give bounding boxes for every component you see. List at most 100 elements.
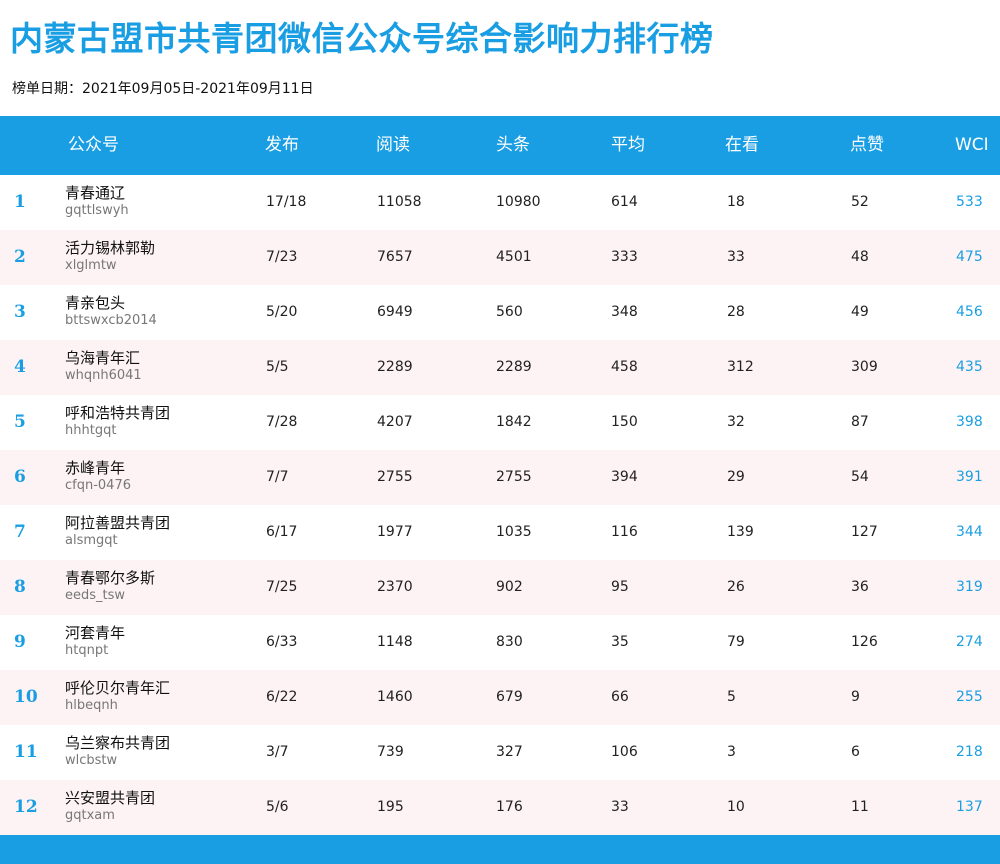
headline-cell: 1842 <box>496 414 532 430</box>
watching-cell: 312 <box>727 359 754 375</box>
likes-cell: 9 <box>851 689 860 705</box>
watching-cell: 33 <box>727 249 745 265</box>
likes-cell: 49 <box>851 304 869 320</box>
wci-cell: 255 <box>956 689 983 705</box>
watching-cell: 139 <box>727 524 754 540</box>
likes-cell: 48 <box>851 249 869 265</box>
watching-cell: 79 <box>727 634 745 650</box>
wci-cell: 435 <box>956 359 983 375</box>
watching-cell: 32 <box>727 414 745 430</box>
rank-number: 10 <box>14 687 38 707</box>
read-cell: 6949 <box>377 304 413 320</box>
watching-cell: 5 <box>727 689 736 705</box>
account-name: 呼伦贝尔青年汇 <box>65 679 171 697</box>
watching-cell: 10 <box>727 799 745 815</box>
average-cell: 394 <box>611 469 638 485</box>
wci-cell: 137 <box>956 799 983 815</box>
read-cell: 4207 <box>377 414 413 430</box>
page-title: 内蒙古盟市共青团微信公众号综合影响力排行榜 <box>10 19 714 58</box>
watching-cell: 28 <box>727 304 745 320</box>
publish-cell: 3/7 <box>266 744 289 760</box>
account-id: bttswxcb2014 <box>65 313 157 328</box>
header-wci: WCI <box>955 135 989 155</box>
rank-number: 7 <box>14 522 26 542</box>
average-cell: 95 <box>611 579 629 595</box>
rank-number: 5 <box>14 412 26 432</box>
headline-cell: 2289 <box>496 359 532 375</box>
account-name: 呼和浩特共青团 <box>65 404 171 422</box>
table-row: 2 活力锡林郭勒 xlglmtw 7/23 7657 4501 333 33 4… <box>0 230 1000 285</box>
publish-cell: 17/18 <box>266 194 307 210</box>
account-name: 阿拉善盟共青团 <box>65 514 171 532</box>
watching-cell: 26 <box>727 579 745 595</box>
rank-number: 12 <box>14 797 38 817</box>
watching-cell: 3 <box>727 744 736 760</box>
publish-cell: 7/25 <box>266 579 298 595</box>
wci-cell: 274 <box>956 634 983 650</box>
header-average: 平均 <box>611 135 645 155</box>
account-id: xlglmtw <box>65 258 117 273</box>
headline-cell: 560 <box>496 304 523 320</box>
table-row: 7 阿拉善盟共青团 alsmgqt 6/17 1977 1035 116 139… <box>0 505 1000 560</box>
table-row: 9 河套青年 htqnpt 6/33 1148 830 35 79 126 27… <box>0 615 1000 670</box>
account-id: cfqn-0476 <box>65 478 131 493</box>
account-id: htqnpt <box>65 643 109 658</box>
read-cell: 7657 <box>377 249 413 265</box>
table-row: 11 乌兰察布共青团 wlcbstw 3/7 739 327 106 3 6 2… <box>0 725 1000 780</box>
headline-cell: 2755 <box>496 469 532 485</box>
table-row: 12 兴安盟共青团 gqtxam 5/6 195 176 33 10 11 13… <box>0 780 1000 835</box>
account-name: 青春通辽 <box>65 184 126 202</box>
publish-cell: 5/5 <box>266 359 289 375</box>
watching-cell: 29 <box>727 469 745 485</box>
rank-number: 2 <box>14 247 26 267</box>
header-watching: 在看 <box>725 135 759 155</box>
average-cell: 348 <box>611 304 638 320</box>
rank-number: 4 <box>14 357 26 377</box>
headline-cell: 10980 <box>496 194 541 210</box>
account-id: gqttlswyh <box>65 203 129 218</box>
read-cell: 1977 <box>377 524 413 540</box>
wci-cell: 475 <box>956 249 983 265</box>
rank-number: 1 <box>14 192 26 212</box>
likes-cell: 54 <box>851 469 869 485</box>
headline-cell: 830 <box>496 634 523 650</box>
read-cell: 195 <box>377 799 404 815</box>
average-cell: 333 <box>611 249 638 265</box>
wci-cell: 319 <box>956 579 983 595</box>
wci-cell: 218 <box>956 744 983 760</box>
publish-cell: 5/20 <box>266 304 298 320</box>
publish-cell: 6/22 <box>266 689 298 705</box>
average-cell: 458 <box>611 359 638 375</box>
account-id: alsmgqt <box>65 533 118 548</box>
likes-cell: 11 <box>851 799 869 815</box>
average-cell: 614 <box>611 194 638 210</box>
rank-number: 11 <box>14 742 38 762</box>
publish-cell: 7/23 <box>266 249 298 265</box>
headline-cell: 1035 <box>496 524 532 540</box>
headline-cell: 679 <box>496 689 523 705</box>
account-name: 青亲包头 <box>65 294 126 312</box>
publish-cell: 6/17 <box>266 524 298 540</box>
header-read: 阅读 <box>376 135 410 155</box>
account-name: 青春鄂尔多斯 <box>65 569 156 587</box>
read-cell: 1148 <box>377 634 413 650</box>
read-cell: 1460 <box>377 689 413 705</box>
read-cell: 739 <box>377 744 404 760</box>
headline-cell: 327 <box>496 744 523 760</box>
publish-cell: 5/6 <box>266 799 289 815</box>
read-cell: 2755 <box>377 469 413 485</box>
read-cell: 2370 <box>377 579 413 595</box>
table-row: 4 乌海青年汇 whqnh6041 5/5 2289 2289 458 312 … <box>0 340 1000 395</box>
header-account: 公众号 <box>68 135 119 155</box>
wci-cell: 533 <box>956 194 983 210</box>
table-row: 3 青亲包头 bttswxcb2014 5/20 6949 560 348 28… <box>0 285 1000 340</box>
wci-cell: 398 <box>956 414 983 430</box>
average-cell: 106 <box>611 744 638 760</box>
headline-cell: 176 <box>496 799 523 815</box>
average-cell: 33 <box>611 799 629 815</box>
account-name: 乌海青年汇 <box>65 349 141 367</box>
account-name: 活力锡林郭勒 <box>65 239 156 257</box>
account-id: gqtxam <box>65 808 115 823</box>
read-cell: 11058 <box>377 194 422 210</box>
